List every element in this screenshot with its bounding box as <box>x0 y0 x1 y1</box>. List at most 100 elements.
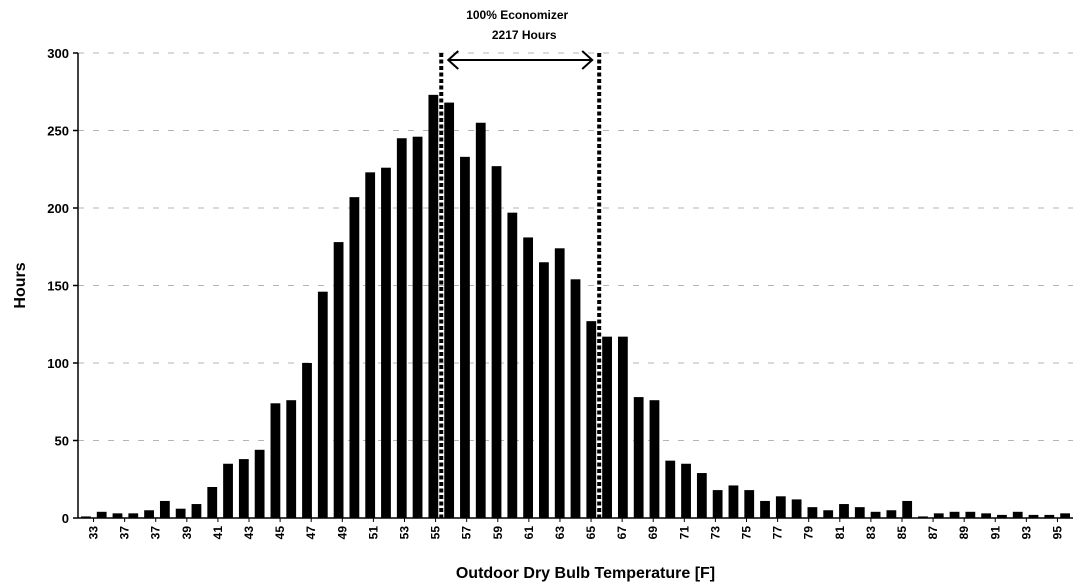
bar-73 <box>712 490 723 518</box>
x-tick-label: 49 <box>335 526 349 540</box>
bar-41 <box>207 487 218 518</box>
bar-56 <box>444 102 455 518</box>
bar-50 <box>349 197 360 518</box>
x-tick-label: 47 <box>304 526 318 540</box>
bar-58 <box>475 122 486 518</box>
x-tick-label: 45 <box>273 526 287 540</box>
economizer-hours-label: 2217 Hours <box>492 28 557 42</box>
bar-92 <box>1012 511 1023 518</box>
arrowhead-right <box>581 50 594 70</box>
bar-91 <box>997 514 1007 518</box>
x-tick-label: 77 <box>771 526 785 540</box>
bar-87 <box>933 513 944 518</box>
y-tick-label: 300 <box>47 46 69 61</box>
x-tick-label: 61 <box>522 526 536 540</box>
bar-39 <box>175 508 186 518</box>
bar-42 <box>223 463 233 518</box>
x-tick-label: 63 <box>553 526 567 540</box>
bar-47 <box>302 363 312 518</box>
x-tick-label: 93 <box>1019 526 1033 540</box>
bar-52 <box>381 167 391 518</box>
bar-44 <box>254 449 265 518</box>
x-tick-label: 95 <box>1050 526 1064 540</box>
bar-51 <box>365 172 376 518</box>
bar-54 <box>412 136 423 518</box>
arrowhead-left <box>446 50 459 70</box>
bar-57 <box>460 156 470 518</box>
bar-83 <box>870 511 881 518</box>
x-tick-label: 71 <box>677 526 691 540</box>
x-tick-label: 39 <box>180 526 194 540</box>
bar-64 <box>570 279 581 518</box>
bar-38 <box>159 500 170 518</box>
bar-86 <box>918 516 928 518</box>
x-tick-label: 59 <box>491 526 505 540</box>
y-tick-label: 50 <box>55 434 69 449</box>
bar-68 <box>633 397 644 518</box>
y-axis-label: Hours <box>12 262 29 308</box>
x-tick-label: 91 <box>988 526 1002 540</box>
economizer-annotation: 100% Economizer 2217 Hours <box>439 8 602 518</box>
y-tick-label: 250 <box>47 124 69 139</box>
bar-63 <box>554 248 565 519</box>
bar-71 <box>681 463 691 518</box>
x-tick-label: 43 <box>242 526 256 540</box>
x-tick-label: 73 <box>708 526 722 540</box>
bar-61 <box>523 237 534 518</box>
x-tick-label: 89 <box>957 526 971 540</box>
x-tick-label: 33 <box>87 526 101 540</box>
bars <box>81 94 1070 519</box>
x-tick-label: 37 <box>149 526 163 540</box>
bar-34 <box>96 511 107 518</box>
x-tick-label: 67 <box>615 526 629 540</box>
x-tick-label: 53 <box>397 526 411 540</box>
y-tick-label: 150 <box>47 279 69 294</box>
y-tick-label: 200 <box>47 201 69 216</box>
bar-43 <box>238 459 249 518</box>
bar-72 <box>696 473 707 518</box>
x-tick-label: 83 <box>864 526 878 540</box>
bar-94 <box>1044 514 1055 518</box>
bar-49 <box>333 242 344 518</box>
y-tick-label: 0 <box>62 511 69 526</box>
bar-40 <box>191 504 202 518</box>
bar-48 <box>317 291 328 518</box>
x-tick-label: 69 <box>646 526 660 540</box>
bar-77 <box>775 496 786 518</box>
bar-62 <box>539 262 549 518</box>
bar-60 <box>507 212 518 518</box>
bar-36 <box>128 513 139 518</box>
bar-74 <box>728 485 739 518</box>
bar-76 <box>760 500 770 518</box>
bar-93 <box>1028 514 1039 518</box>
x-tick-label: 55 <box>429 526 443 540</box>
bar-33 <box>81 516 91 518</box>
bar-79 <box>807 507 818 518</box>
x-tick-label: 57 <box>460 526 474 540</box>
bar-66 <box>602 336 612 518</box>
bar-82 <box>854 507 865 518</box>
bar-45 <box>270 403 281 518</box>
x-tick-labels: 33 37 37 39 41 43 45 47 49 51 53 55 57 59 61 63 65 67 69 71… <box>87 518 1064 540</box>
x-tick-label: 81 <box>833 526 847 540</box>
x-tick-label: 65 <box>584 526 598 540</box>
bar-37 <box>144 510 154 518</box>
bar-88 <box>949 511 960 518</box>
y-tick-labels: 0 50 100 150 200 250 300 <box>47 46 78 526</box>
x-tick-label: 79 <box>802 526 816 540</box>
bar-69 <box>649 400 660 518</box>
x-tick-label: 85 <box>895 526 909 540</box>
x-tick-label: 51 <box>366 526 380 540</box>
bar-90 <box>981 513 992 518</box>
bar-70 <box>665 460 676 518</box>
y-tick-label: 100 <box>47 356 69 371</box>
economizer-label: 100% Economizer <box>466 8 568 22</box>
bar-46 <box>286 400 297 518</box>
bar-55 <box>428 94 439 518</box>
x-tick-label: 87 <box>926 526 940 540</box>
x-tick-label: 75 <box>740 526 754 540</box>
bar-85 <box>902 500 913 518</box>
x-axis-label: Outdoor Dry Bulb Temperature [F] <box>456 565 715 582</box>
bar-78 <box>791 499 802 518</box>
